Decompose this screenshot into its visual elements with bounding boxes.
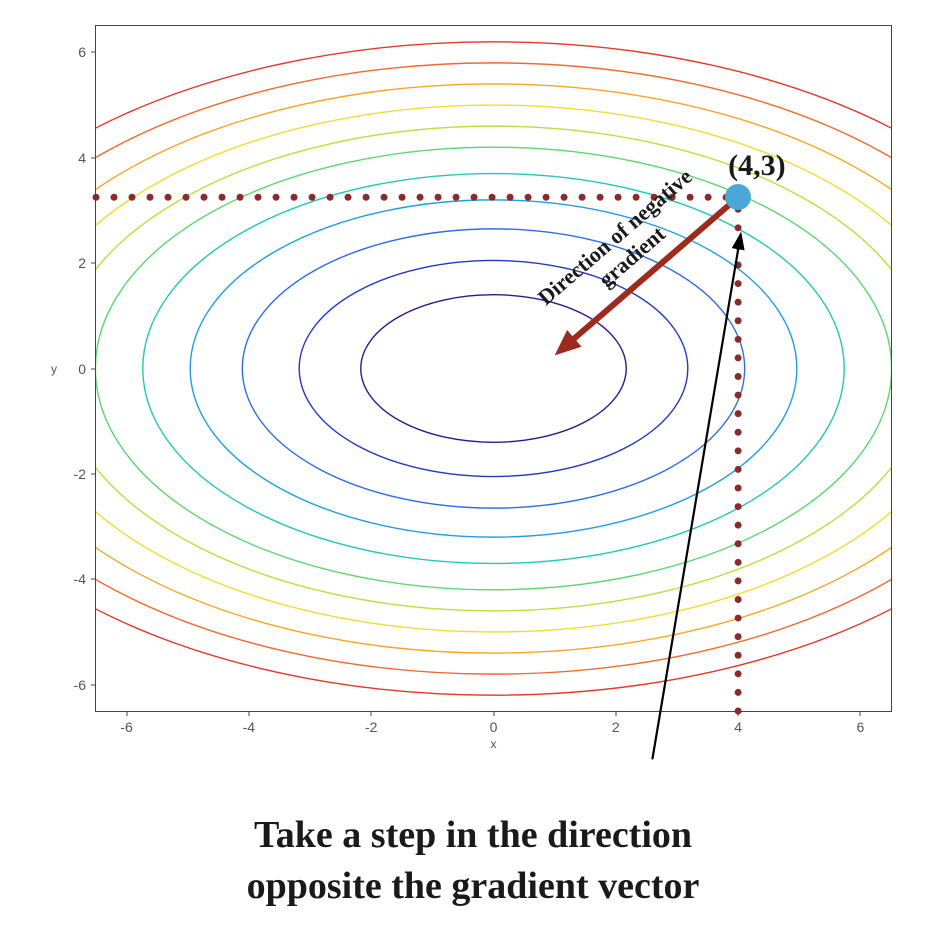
caption-line1: Take a step in the direction (254, 814, 692, 856)
x-axis-label: x (491, 737, 497, 751)
chart-container: y x -6-4-20246-6-4-20246 (4,3) Direction… (60, 20, 900, 750)
point-label: (4,3) (728, 149, 785, 183)
caption: Take a step in the direction opposite th… (0, 810, 946, 913)
point-marker (725, 184, 751, 210)
y-axis-label: y (51, 362, 57, 376)
plot-area: y x -6-4-20246-6-4-20246 (4,3) Direction… (95, 25, 892, 712)
contour-plot (96, 26, 891, 711)
caption-line2: opposite the gradient vector (247, 865, 700, 907)
